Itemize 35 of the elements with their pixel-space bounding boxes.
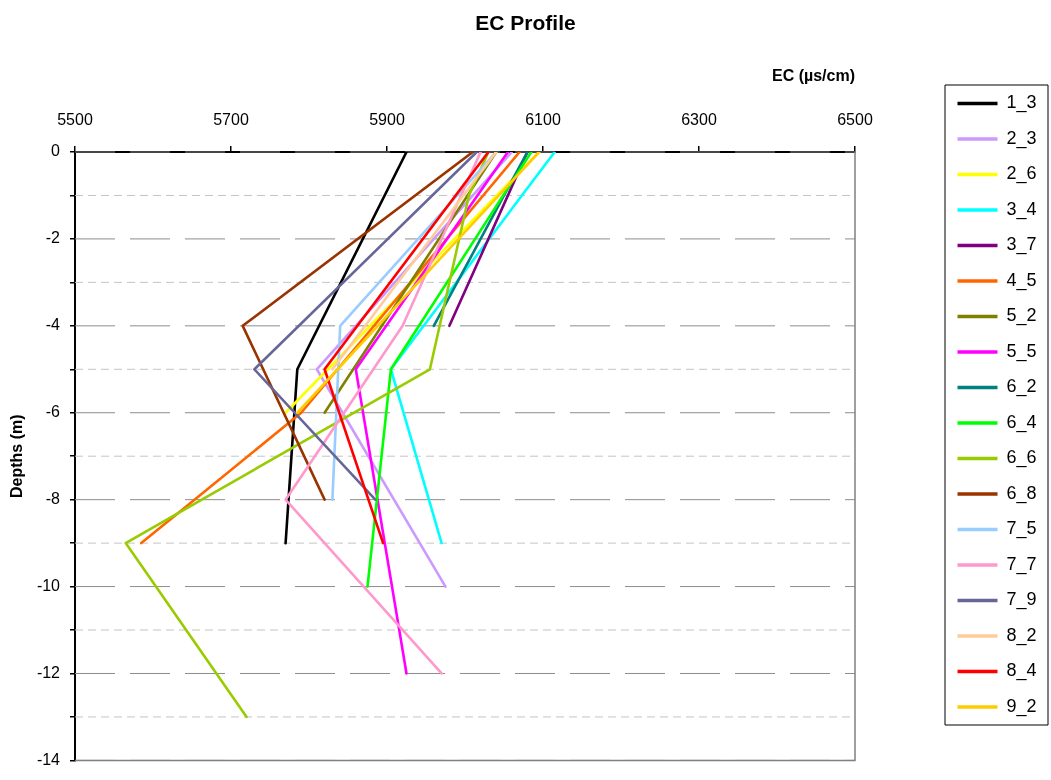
y-tick-label: -8 xyxy=(45,490,61,508)
x-axis-title: EC (µs/cm) xyxy=(771,67,855,85)
legend-label: 5_5 xyxy=(1006,340,1037,362)
y-tick-label: -2 xyxy=(45,229,61,247)
y-tick-label: -6 xyxy=(45,403,61,421)
y-tick-label: -14 xyxy=(36,750,61,768)
legend-label: 3_4 xyxy=(1006,198,1037,220)
x-tick-label: 5700 xyxy=(213,110,249,128)
legend-label: 7_9 xyxy=(1006,589,1037,611)
y-tick-label: -10 xyxy=(36,576,61,594)
legend-label: 3_7 xyxy=(1006,234,1037,256)
x-tick-label: 5500 xyxy=(57,110,93,128)
legend-label: 6_6 xyxy=(1006,447,1037,469)
legend-label: 6_4 xyxy=(1006,411,1037,433)
legend-label: 5_2 xyxy=(1006,305,1037,327)
legend-label: 9_2 xyxy=(1006,695,1037,717)
legend-label: 7_5 xyxy=(1006,518,1037,540)
x-tick-label: 6500 xyxy=(837,110,873,128)
legend-label: 8_4 xyxy=(1006,660,1037,682)
y-axis-title: Depths (m) xyxy=(8,414,26,498)
y-tick-label: -4 xyxy=(45,316,61,334)
legend-label: 4_5 xyxy=(1006,269,1037,291)
y-tick-label: -12 xyxy=(36,663,61,681)
x-tick-label: 6300 xyxy=(681,110,717,128)
chart-title: EC Profile xyxy=(475,11,576,35)
legend-label: 6_2 xyxy=(1006,376,1037,398)
legend-label: 6_8 xyxy=(1006,482,1037,504)
x-tick-label: 5900 xyxy=(369,110,405,128)
x-tick-label: 6100 xyxy=(525,110,561,128)
legend-label: 7_7 xyxy=(1006,553,1037,575)
legend-label: 8_2 xyxy=(1006,624,1037,646)
legend-label: 2_3 xyxy=(1006,127,1037,149)
legend-label: 2_6 xyxy=(1006,163,1037,185)
legend-label: 1_3 xyxy=(1006,92,1037,114)
y-tick-label: 0 xyxy=(51,142,61,160)
